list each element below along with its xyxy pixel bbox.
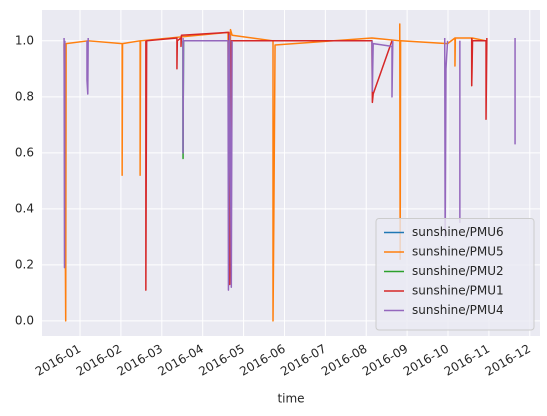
series-line [63,23,487,322]
x-tick-label: 2016-11 [442,342,492,379]
x-tick-label: 2016-02 [74,342,124,379]
x-tick-label: 2016-06 [237,342,287,379]
x-tick-label: 2016-05 [196,342,246,379]
legend-label: sunshine/PMU1 [412,284,504,298]
x-tick-label: 2016-07 [278,342,328,379]
legend-label: sunshine/PMU2 [412,264,504,278]
y-tick-label: 0.2 [15,257,34,271]
y-tick-label: 0.0 [15,313,34,327]
legend-label: sunshine/PMU6 [412,225,504,239]
x-tick-label: 2016-09 [360,342,410,379]
x-tick-label: 2016-10 [401,342,451,379]
legend-label: sunshine/PMU4 [412,303,504,317]
y-tick-label: 0.8 [15,89,34,103]
series-line [63,34,516,291]
legend-box [375,218,535,331]
legend-label: sunshine/PMU5 [412,245,504,259]
x-tick-label: 2016-04 [156,342,206,379]
y-tick-label: 1.0 [15,33,34,47]
y-tick-label: 0.4 [15,201,34,215]
x-tick-label: 2016-08 [319,342,369,379]
x-tick-label: 2016-01 [33,342,83,379]
x-tick-label: 2016-03 [115,342,165,379]
y-tick-label: 0.6 [15,145,34,159]
x-tick-label: 2016-12 [483,342,533,379]
x-axis-label: time [277,392,304,406]
